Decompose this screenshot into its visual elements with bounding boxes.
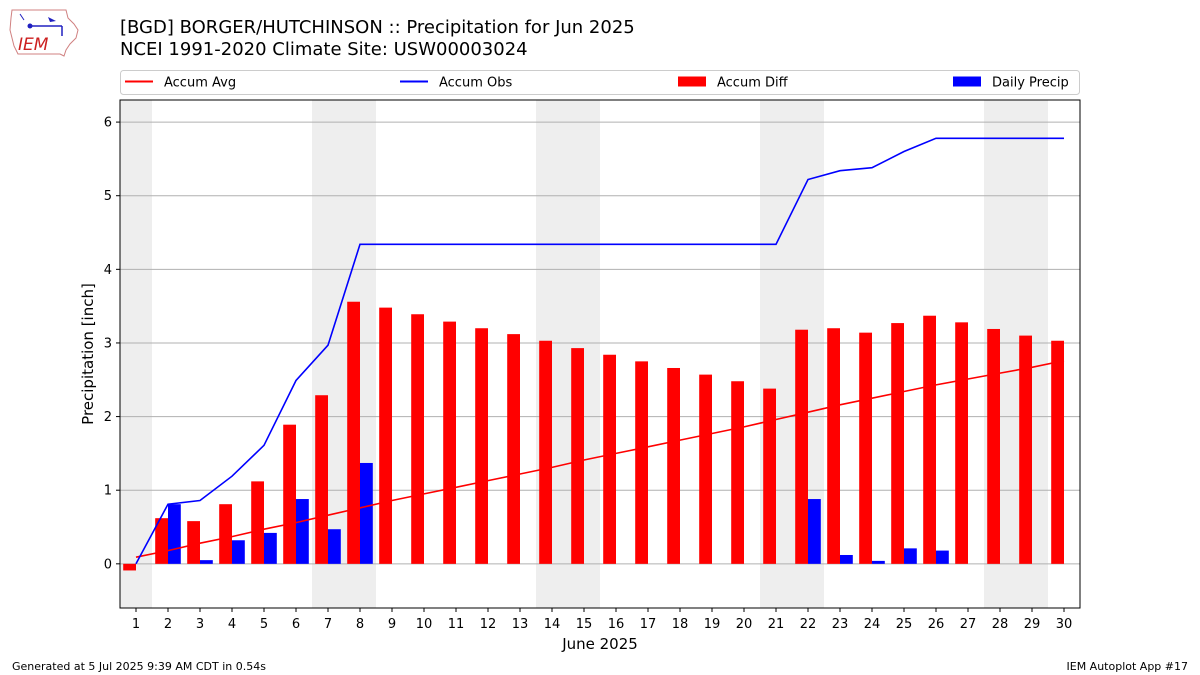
x-tick-label: 3 <box>196 617 204 632</box>
y-tick-label: 3 <box>104 336 112 351</box>
diff-bar <box>763 388 776 564</box>
x-tick-label: 16 <box>608 617 625 632</box>
generated-note: Generated at 5 Jul 2025 9:39 AM CDT in 0… <box>12 660 266 673</box>
daily-bar <box>936 550 949 564</box>
x-tick-label: 26 <box>928 617 945 632</box>
diff-bar <box>251 481 264 564</box>
daily-bar <box>808 499 821 564</box>
weekend-shade <box>120 100 152 608</box>
diff-bar <box>891 323 904 564</box>
diff-bar <box>923 315 936 564</box>
y-axis-label: Precipitation [inch] <box>79 283 97 425</box>
diff-bar <box>315 395 328 564</box>
legend-swatch <box>678 76 706 87</box>
diff-bar <box>571 348 584 564</box>
x-tick-label: 17 <box>640 617 657 632</box>
daily-bar <box>200 560 213 564</box>
x-tick-label: 25 <box>896 617 913 632</box>
x-tick-label: 11 <box>448 617 465 632</box>
diff-bar <box>635 361 648 564</box>
accum-obs-line <box>135 137 1064 565</box>
iem-logo: IEM <box>9 9 79 57</box>
daily-bar <box>168 504 181 564</box>
diff-bar <box>283 424 296 564</box>
daily-bar <box>360 462 373 564</box>
diff-bar <box>987 328 1000 564</box>
diff-bar <box>795 329 808 564</box>
diff-bar <box>219 504 232 564</box>
x-tick-label: 27 <box>960 617 977 632</box>
x-tick-label: 20 <box>736 617 753 632</box>
y-tick-label: 6 <box>104 116 112 131</box>
logo-text: IEM <box>18 35 49 55</box>
daily-bar <box>840 554 853 564</box>
daily-bar <box>872 560 885 564</box>
diff-bar <box>667 367 680 564</box>
diff-bar <box>955 322 968 564</box>
x-tick-label: 29 <box>1024 617 1041 632</box>
daily-bar <box>296 499 309 564</box>
diff-bar <box>443 321 456 564</box>
chart-subtitle: NCEI 1991-2020 Climate Site: USW00003024 <box>120 39 528 60</box>
x-tick-label: 14 <box>544 617 561 632</box>
legend-label: Accum Avg <box>164 76 236 91</box>
diff-bar <box>123 563 136 571</box>
y-tick-label: 0 <box>104 557 112 572</box>
diff-bar <box>603 354 616 564</box>
y-tick-label: 2 <box>104 410 112 425</box>
x-tick-label: 23 <box>832 617 849 632</box>
x-tick-label: 8 <box>356 617 364 632</box>
x-tick-label: 15 <box>576 617 593 632</box>
diff-bar <box>475 328 488 564</box>
legend-swatch <box>953 76 981 87</box>
x-tick-label: 18 <box>672 617 689 632</box>
daily-bar <box>904 548 917 564</box>
daily-bar <box>232 540 245 564</box>
x-tick-label: 13 <box>512 617 529 632</box>
x-tick-label: 2 <box>164 617 172 632</box>
diff-bar <box>1019 335 1032 564</box>
diff-bar <box>411 314 424 564</box>
daily-bar <box>264 532 277 564</box>
x-tick-label: 1 <box>132 617 140 632</box>
x-tick-label: 22 <box>800 617 817 632</box>
x-tick-label: 10 <box>416 617 433 632</box>
app-label: IEM Autoplot App #17 <box>1066 660 1189 673</box>
y-tick-label: 1 <box>104 484 112 499</box>
diff-bar <box>539 340 552 564</box>
diff-bar <box>1051 340 1064 564</box>
x-tick-label: 5 <box>260 617 268 632</box>
plot-frame <box>119 99 1081 609</box>
diff-bar <box>699 374 712 564</box>
diff-bar <box>187 521 200 564</box>
diff-bar <box>859 332 872 564</box>
daily-bar <box>328 529 341 564</box>
x-tick-label: 24 <box>864 617 881 632</box>
diff-bar <box>347 301 360 564</box>
x-tick-label: 30 <box>1056 617 1073 632</box>
legend-label: Accum Obs <box>439 76 512 91</box>
legend-label: Daily Precip <box>992 76 1069 91</box>
x-tick-label: 12 <box>480 617 497 632</box>
diff-bar <box>827 328 840 564</box>
diff-bar <box>731 381 744 564</box>
diff-bar <box>379 307 392 564</box>
y-tick-label: 4 <box>104 263 112 278</box>
accum-avg-line <box>135 359 1065 558</box>
x-tick-label: 7 <box>324 617 332 632</box>
x-axis-label: June 2025 <box>561 635 638 653</box>
chart-title: [BGD] BORGER/HUTCHINSON :: Precipitation… <box>120 17 635 38</box>
x-tick-label: 9 <box>388 617 396 632</box>
legend-box <box>120 70 1080 95</box>
x-tick-label: 28 <box>992 617 1009 632</box>
x-tick-label: 6 <box>292 617 300 632</box>
legend-label: Accum Diff <box>717 76 789 91</box>
x-tick-label: 21 <box>768 617 785 632</box>
x-tick-label: 4 <box>228 617 236 632</box>
x-tick-label: 19 <box>704 617 721 632</box>
diff-bar <box>507 334 520 564</box>
y-tick-label: 5 <box>104 189 112 204</box>
